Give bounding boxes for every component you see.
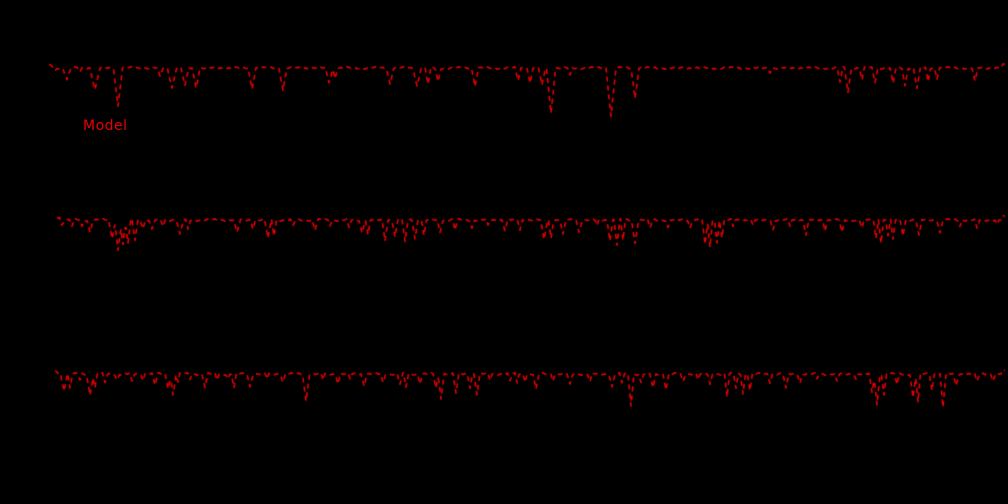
model-legend-label: Model: [83, 118, 128, 134]
